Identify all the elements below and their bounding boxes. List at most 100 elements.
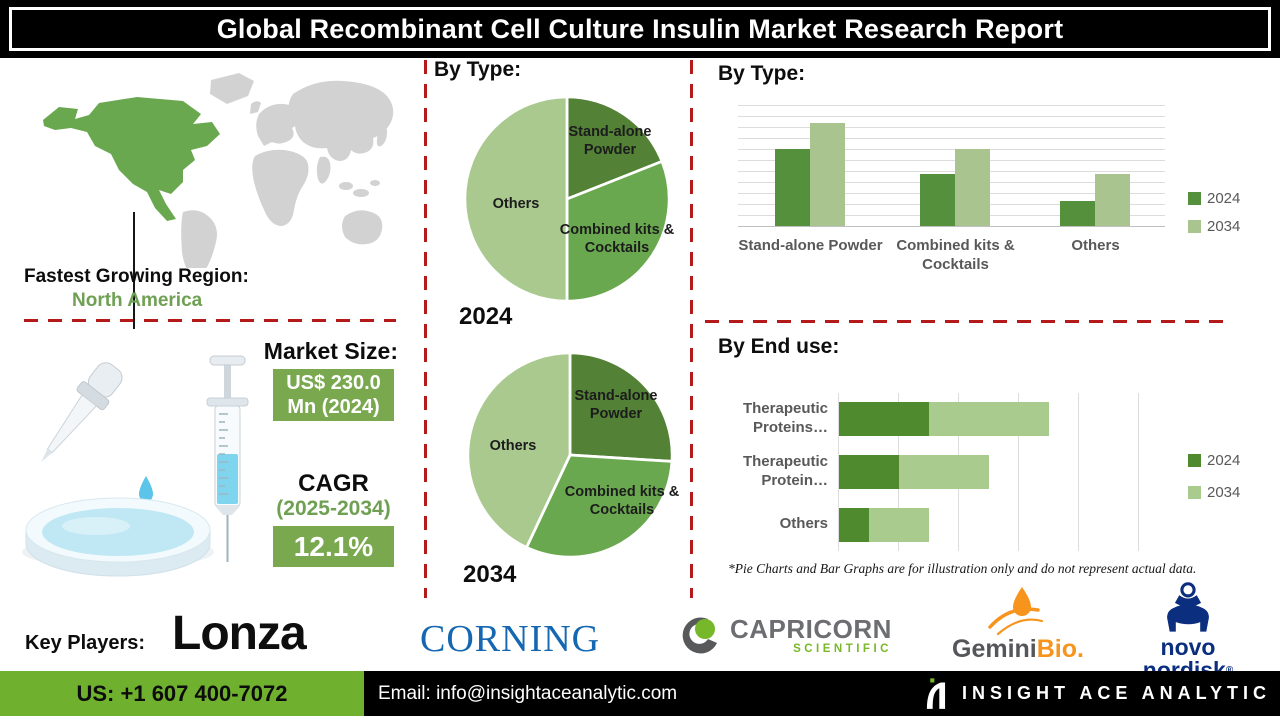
pie-chart-2024: Stand-alone Powder Combined kits & Cockt…	[457, 89, 677, 309]
bar-2024	[1060, 200, 1095, 226]
legend-swatch-2024	[1188, 454, 1201, 467]
drop-icon	[139, 476, 153, 502]
north-america-region	[43, 97, 220, 221]
bar-2024	[920, 174, 955, 226]
market-size-heading: Market Size:	[263, 338, 398, 364]
bar-2034	[810, 122, 845, 226]
novo-nordisk-logo: novo nordisk®	[1118, 582, 1258, 682]
bar-group-2	[920, 105, 990, 226]
pie-label-stand-alone-powder: Stand-alone Powder	[574, 388, 658, 422]
legend-label-2034: 2034	[1207, 484, 1241, 501]
brand-name: INSIGHT ACE ANALYTIC	[962, 683, 1272, 703]
bar-group-3	[1060, 105, 1130, 226]
insight-ace-analytic-brand: INSIGHT ACE ANALYTIC	[922, 671, 1271, 716]
novo-nordisk-bull-icon	[1167, 582, 1209, 632]
pie-slice	[466, 351, 572, 549]
right-section-divider	[705, 320, 1233, 323]
bar-section-title: By Type:	[718, 62, 806, 85]
fastest-growing-region-heading: Fastest Growing Region:	[24, 266, 249, 287]
segment-2034	[869, 508, 929, 542]
pie-slice	[565, 95, 664, 201]
pie-label-combined-kits: Combined kits & Cocktails	[559, 222, 675, 256]
bar-2024	[775, 149, 810, 226]
pie-2034-year-label: 2034	[463, 561, 517, 588]
pie-label-others: Others	[489, 438, 537, 454]
capricorn-swirl-icon	[682, 617, 717, 654]
capricorn-name: CAPRICORN	[730, 613, 892, 644]
gemini-text: Gemini	[952, 635, 1037, 663]
legend-swatch-2034	[1188, 220, 1201, 233]
insight-ace-logo-icon	[926, 677, 946, 709]
pie-label-combined-kits: Combined kits & Cocktails	[564, 484, 680, 518]
geminibio-logo: GeminiBio.	[952, 585, 1084, 663]
capricorn-subtitle: SCIENTIFIC	[793, 642, 892, 655]
legend-label-2024: 2024	[1207, 190, 1241, 207]
corning-logo: CORNING	[420, 618, 601, 660]
geminibio-droplet-icon	[988, 587, 1044, 636]
page-title: Global Recombinant Cell Culture Insulin …	[216, 13, 1064, 44]
pie-slice	[565, 160, 671, 303]
segment-2024	[839, 508, 869, 542]
key-players-heading: Key Players:	[25, 632, 146, 654]
world-map-graphic	[43, 73, 394, 279]
dropper-petri-syringe-illustration	[22, 355, 249, 577]
pie-2034-graphic	[466, 351, 674, 559]
end-use-section-title: By End use:	[718, 335, 840, 358]
legend-swatch-2034	[1188, 486, 1201, 499]
footer-phone-block: US: +1 607 400-7072	[0, 671, 364, 716]
pie-2024-year-label: 2024	[459, 303, 513, 330]
phone-number: US: +1 607 400-7072	[76, 680, 288, 706]
bar-2034	[1095, 174, 1130, 226]
end-use-legend-2024: 2024	[1188, 452, 1240, 469]
end-use-legend-2034: 2034	[1188, 484, 1240, 501]
bar-group-1	[775, 105, 845, 226]
pie-section-title: By Type:	[434, 58, 522, 81]
lonza-logo: Lonza	[172, 607, 307, 660]
pie-label-stand-alone-powder: Stand-alone Powder	[568, 124, 652, 158]
title-frame: Global Recombinant Cell Culture Insulin …	[9, 7, 1271, 51]
cagr-label: CAGR	[298, 470, 369, 497]
bar-legend-2034: 2034	[1188, 218, 1240, 235]
capricorn-logo: CAPRICORN SCIENTIFIC	[678, 614, 892, 658]
segment-2024	[839, 455, 899, 489]
bar-category-combined-kits: Combined kits & Cocktails	[896, 237, 1015, 273]
pie-slice	[568, 351, 674, 463]
segment-2034	[929, 402, 1049, 436]
by-type-bar-plot	[738, 105, 1165, 227]
dropper-icon	[41, 362, 123, 462]
syringe-icon	[206, 355, 249, 562]
region-pointer-line	[133, 212, 135, 329]
bar-category-others: Others	[1071, 237, 1120, 254]
by-end-use-bar-plot	[838, 393, 1168, 551]
market-size-badge: US$ 230.0 Mn (2024)	[273, 369, 394, 421]
pie-chart-2034: Stand-alone Powder Combined kits & Cockt…	[460, 345, 680, 565]
end-use-category-others: Others	[779, 515, 828, 532]
disclaimer-note: *Pie Charts and Bar Graphs are for illus…	[728, 561, 1197, 576]
end-use-bar-row-3	[839, 508, 1169, 542]
title-bar: Global Recombinant Cell Culture Insulin …	[0, 0, 1280, 58]
map-other-continents	[181, 73, 394, 279]
pie-2024-graphic	[463, 95, 671, 303]
lab-illustration	[18, 352, 268, 584]
segment-2024	[839, 402, 929, 436]
bar-legend-2024: 2024	[1188, 190, 1240, 207]
bar-2034	[955, 149, 990, 226]
right-column-divider	[690, 60, 693, 598]
world-map	[15, 62, 400, 329]
segment-2034	[899, 455, 989, 489]
pie-slice	[525, 453, 674, 559]
email-address: Email: info@insightaceanalytic.com	[378, 682, 678, 704]
pie-slice	[463, 95, 569, 303]
left-column-divider	[424, 60, 427, 598]
pie-label-others: Others	[492, 196, 540, 212]
legend-label-2024: 2024	[1207, 452, 1241, 469]
bio-text: Bio.	[1036, 635, 1084, 663]
fastest-growing-region-value: North America	[72, 290, 203, 311]
bar-category-stand-alone-powder: Stand-alone Powder	[738, 237, 883, 254]
cagr-value: 12.1%	[293, 530, 374, 562]
market-size-value-line2: Mn (2024)	[287, 396, 380, 418]
cagr-period: (2025-2034)	[276, 497, 391, 520]
end-use-category-therapeutic-proteins: Therapeutic Proteins…	[742, 400, 828, 436]
end-use-bar-row-2	[839, 455, 1169, 489]
